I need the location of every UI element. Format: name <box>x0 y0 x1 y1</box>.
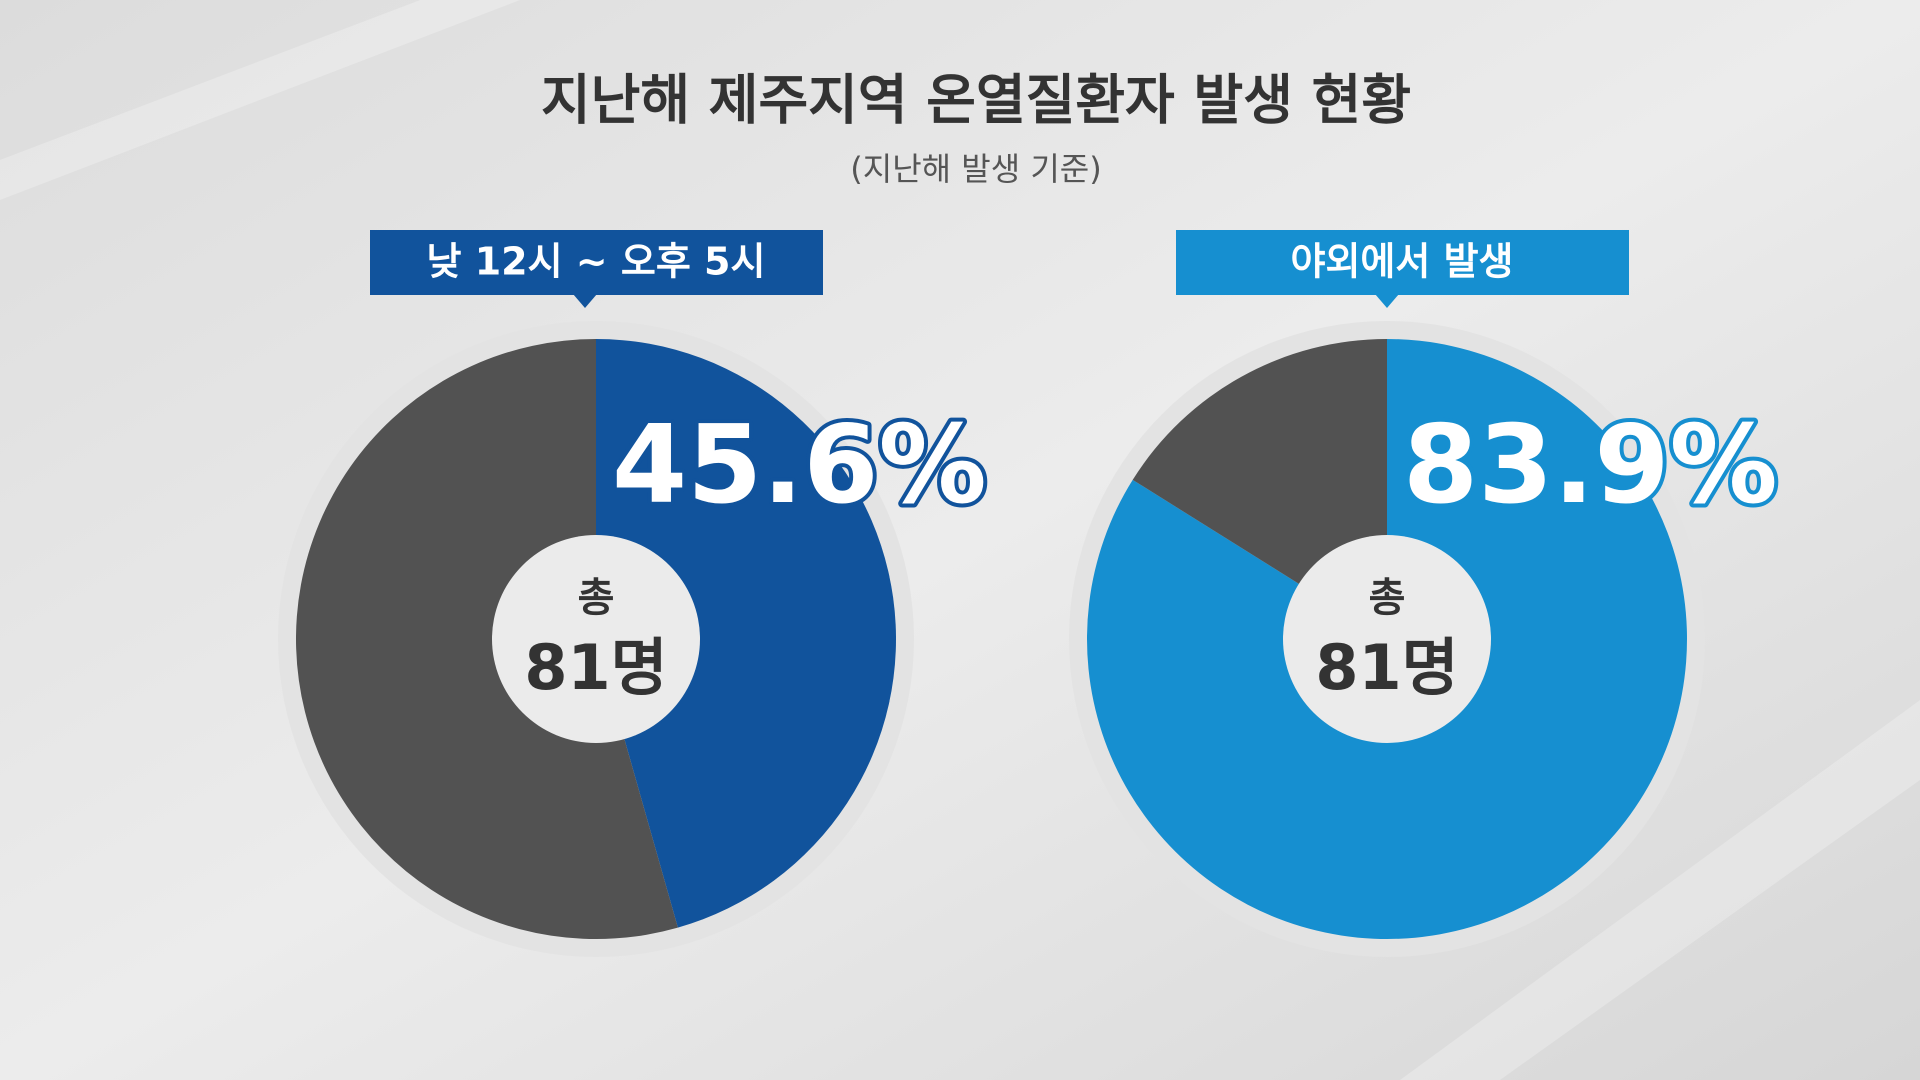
label-box <box>370 230 823 295</box>
center-title: 총 <box>1369 575 1406 621</box>
center-title: 총 <box>578 575 615 621</box>
pie-slice <box>596 339 896 928</box>
center-disc <box>1283 535 1491 743</box>
center-text: 81명 <box>524 631 667 704</box>
value-label: 83.9% <box>1403 403 1778 528</box>
center-text: 81명 <box>1315 631 1458 704</box>
label-box <box>1176 230 1629 295</box>
label-text: 낮 12시 ~ 오후 5시 <box>427 240 766 284</box>
subtitle: (지난해 발생 기준) <box>850 150 1101 188</box>
value-label: 45.6% <box>612 403 987 528</box>
title: 지난해 제주지역 온열질환자 발생 현황 <box>541 69 1411 132</box>
stripe <box>1400 700 1920 1080</box>
center-disc <box>492 535 700 743</box>
label-pointer <box>1375 294 1399 308</box>
stripe <box>0 0 520 200</box>
label-pointer <box>573 294 597 308</box>
pie-slice <box>296 339 678 939</box>
label-text: 야외에서 발생 <box>1291 240 1514 284</box>
